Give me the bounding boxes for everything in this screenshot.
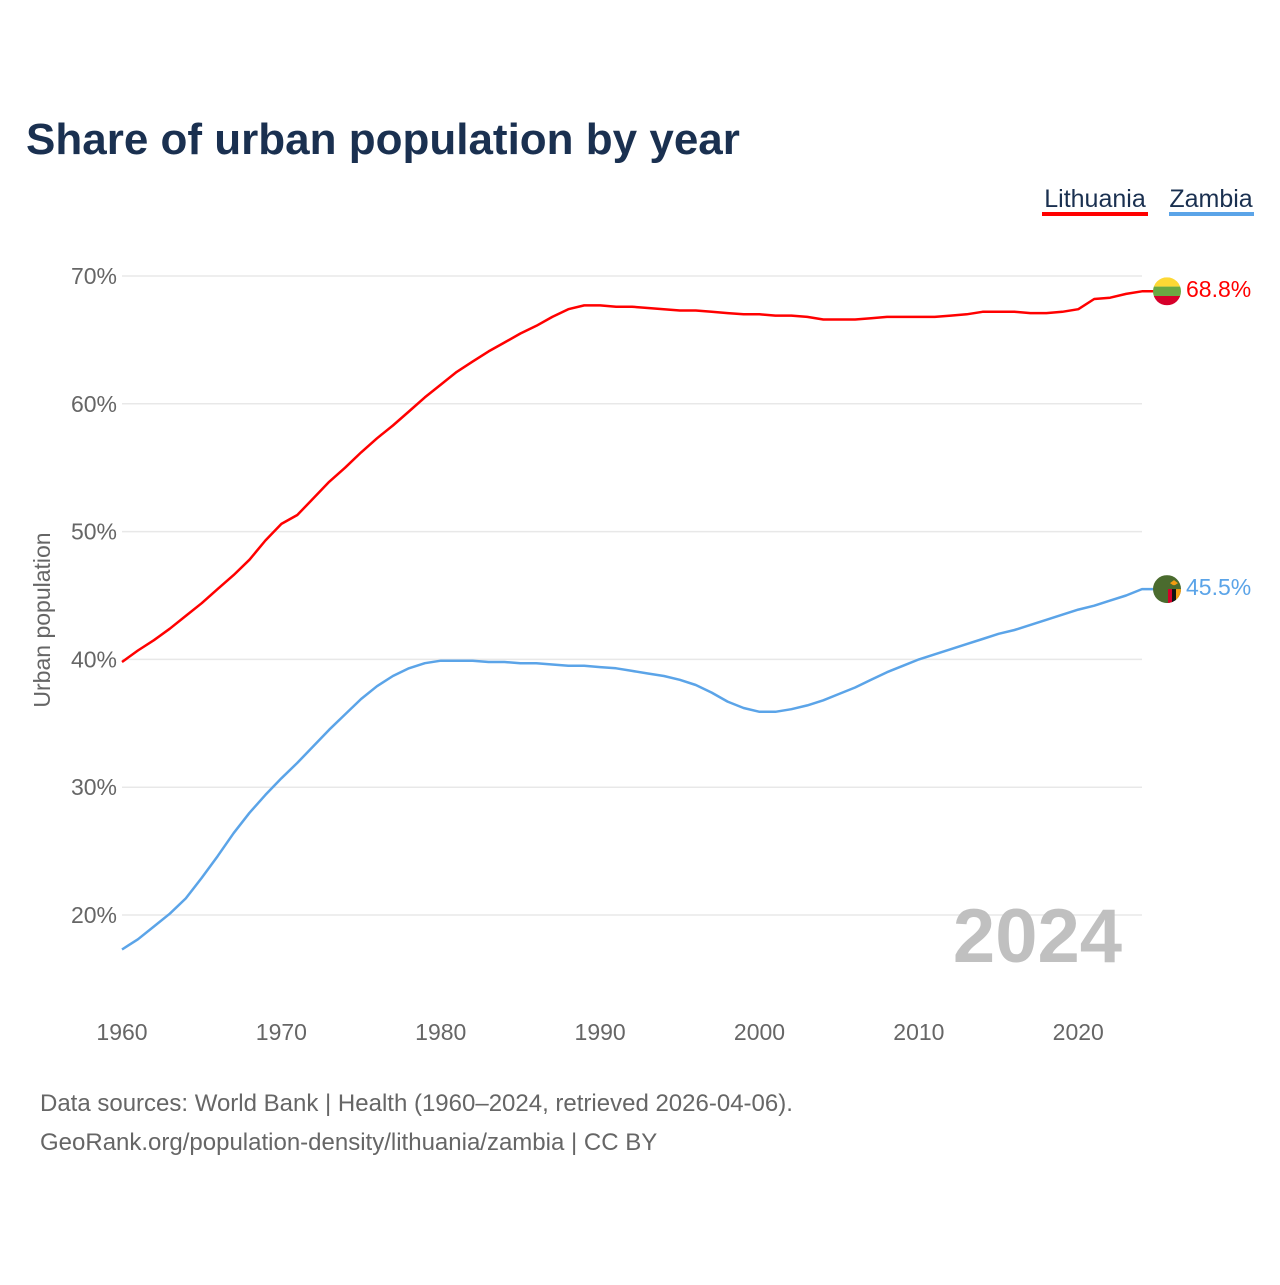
x-tick-label: 2000	[734, 1019, 785, 1045]
legend-label-lithuania: Lithuania	[1044, 185, 1146, 213]
y-tick-label: 40%	[71, 646, 117, 672]
y-tick-label: 30%	[71, 774, 117, 800]
x-axis: 1960 1970 1980 1990 2000 2010 2020	[96, 1019, 1103, 1045]
x-tick-label: 1970	[256, 1019, 307, 1045]
legend-swatch-lithuania	[1042, 212, 1148, 216]
legend: Lithuania Zambia	[1042, 185, 1254, 216]
x-tick-label: 2010	[893, 1019, 944, 1045]
y-tick-label: 20%	[71, 902, 117, 928]
series-line-zambia	[121, 587, 1160, 951]
footer-source: Data sources: World Bank | Health (1960–…	[40, 1090, 793, 1117]
series-lines	[121, 290, 1160, 951]
lithuania-flag-icon	[1153, 277, 1181, 306]
x-tick-label: 2020	[1053, 1019, 1104, 1045]
x-tick-label: 1960	[96, 1019, 147, 1045]
lithuania-end-label: 68.8%	[1186, 276, 1251, 302]
legend-swatch-zambia	[1169, 212, 1254, 216]
footer-link[interactable]: GeoRank.org/population-density/lithuania…	[40, 1129, 657, 1156]
zambia-flag-icon	[1153, 575, 1181, 604]
y-tick-label: 50%	[71, 519, 117, 545]
legend-label-zambia: Zambia	[1169, 185, 1252, 213]
series-line-lithuania	[121, 290, 1160, 664]
year-watermark: 2024	[953, 894, 1122, 979]
x-tick-label: 1980	[415, 1019, 466, 1045]
legend-item-lithuania[interactable]: Lithuania	[1042, 185, 1148, 216]
zambia-end-label: 45.5%	[1186, 574, 1251, 600]
y-axis-label: Urban population	[29, 532, 55, 707]
y-tick-label: 60%	[71, 391, 117, 417]
chart-title: Share of urban population by year	[26, 115, 740, 164]
y-axis: 20% 30% 40% 50% 60% 70%	[71, 263, 117, 928]
legend-item-zambia[interactable]: Zambia	[1169, 185, 1254, 216]
y-tick-label: 70%	[71, 263, 117, 289]
x-tick-label: 1990	[575, 1019, 626, 1045]
gridlines	[122, 275, 1142, 916]
